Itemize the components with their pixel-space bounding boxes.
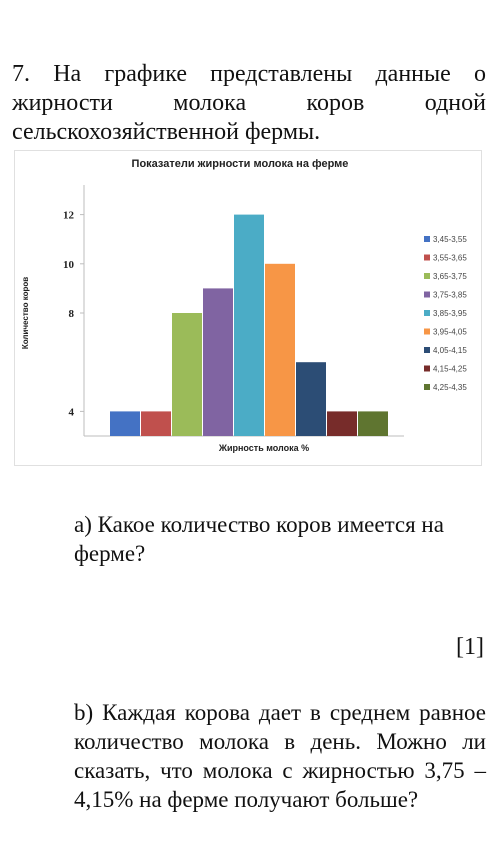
legend-label: 3,45-3,55	[433, 235, 467, 244]
bar-3,85-3,95	[234, 214, 264, 436]
legend-label: 3,55-3,65	[433, 254, 467, 263]
problem-number: 7.	[12, 61, 30, 87]
question-a-text: Какое количество коров имеется на ферме?	[74, 512, 444, 566]
y-tick-label: 4	[69, 406, 75, 418]
chart-svg: Показатели жирности молока на ферме 4 8 10 1…	[14, 150, 482, 466]
legend-swatch	[424, 254, 430, 261]
legend-label: 3,75-3,85	[433, 291, 467, 300]
bar-3,55-3,65	[141, 411, 171, 436]
x-axis-label: Жирность молока %	[218, 443, 309, 453]
legend-swatch	[424, 347, 430, 353]
legend-label: 3,65-3,75	[433, 272, 467, 281]
chart-title: Показатели жирности молока на ферме	[132, 158, 349, 170]
legend-label: 3,95-4,05	[433, 328, 467, 337]
y-tick-label: 12	[63, 210, 75, 222]
bar-3,45-3,55	[110, 411, 140, 436]
bar-4,15-4,25	[327, 411, 357, 436]
y-axis-label: Количество коров	[21, 277, 30, 349]
bar-3,65-3,75	[172, 313, 202, 436]
legend-swatch	[424, 291, 430, 298]
legend-swatch	[424, 328, 430, 335]
legend-swatch	[424, 310, 430, 316]
problem-statement: 7. На графике представлены данные о жирн…	[12, 60, 486, 147]
legend-swatch	[424, 273, 430, 279]
legend-swatch	[424, 365, 430, 372]
question-b: b) Каждая корова дает в среднем равное к…	[74, 698, 486, 814]
question-a-marks: [1]	[456, 634, 484, 660]
legend-label: 4,25-4,35	[433, 383, 467, 392]
problem-text: На графике представлены данные о жирност…	[12, 61, 486, 145]
question-b-label: b)	[74, 700, 94, 725]
bar-3,95-4,05	[265, 263, 295, 436]
fat-content-chart: Показатели жирности молока на ферме 4 8 10 1…	[14, 150, 482, 470]
y-tick-label: 10	[63, 259, 75, 271]
y-tick-label: 8	[69, 308, 75, 320]
bar-4,05-4,15	[296, 362, 326, 436]
legend-label: 4,05-4,15	[433, 346, 467, 355]
legend-swatch	[424, 384, 430, 390]
bar-4,25-4,35	[358, 411, 388, 436]
legend-swatch	[424, 236, 430, 242]
legend-label: 4,15-4,25	[433, 365, 467, 374]
legend-label: 3,85-3,95	[433, 309, 467, 318]
question-a-label: a)	[74, 512, 92, 537]
question-b-text: Каждая корова дает в среднем равное коли…	[74, 700, 487, 812]
question-a: a) Какое количество коров имеется на фер…	[74, 510, 488, 568]
bar-3,75-3,85	[203, 288, 233, 436]
